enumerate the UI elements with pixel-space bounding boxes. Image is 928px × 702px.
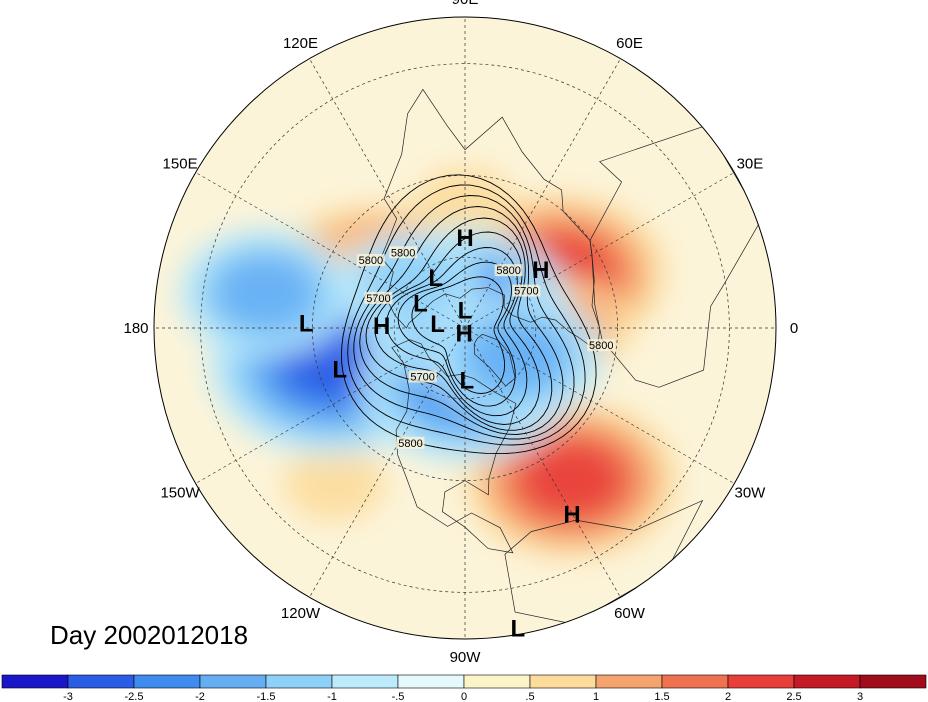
low-pressure-marker: L (430, 311, 445, 338)
colorbar-tick-label: -3 (63, 691, 73, 702)
graticule (154, 17, 776, 639)
longitude-label: 120E (283, 35, 318, 52)
map-boundary (153, 16, 777, 640)
colorbar-tick-label: -1.5 (257, 691, 276, 702)
longitude-label: 120W (281, 605, 321, 622)
contour-labels: 5800 5800 5700 5800 5700 5800 5700 5800 (356, 246, 616, 450)
colorbar-swatch (331, 674, 399, 689)
colorbar-tick-label: -2 (195, 691, 205, 702)
colorbar-tick-label: 2.5 (786, 691, 801, 702)
high-pressure-marker: H (456, 321, 473, 348)
anomaly-shading (177, 167, 677, 558)
meridian-line (464, 172, 735, 329)
colorbar: -3 -2.5 -2 -1.5 -1 -.5 0 .5 1 1.5 2 2.5 3 (1, 674, 927, 702)
contour-label: 5800 (391, 247, 415, 259)
longitude-label: 0 (790, 320, 798, 337)
contour-label: 5800 (359, 255, 383, 267)
contour-label-halo (587, 339, 616, 352)
coastline (589, 125, 762, 388)
longitude-label: 30E (737, 156, 764, 173)
longitude-label: 180 (123, 320, 148, 337)
meridian-line (195, 172, 466, 329)
meridian-line (195, 327, 466, 484)
high-pressure-marker: H (456, 225, 473, 252)
colorbar-tick-label: 1 (593, 691, 599, 702)
meridian-line (464, 327, 735, 484)
colorbar-tick-label: -1 (327, 691, 337, 702)
contour-label-halo (512, 284, 541, 297)
colorbar-tick-label: 1.5 (654, 691, 669, 702)
coastline (380, 88, 601, 353)
map-disc (154, 17, 776, 639)
longitude-label: 150W (160, 485, 200, 502)
colorbar-tick-label: .5 (525, 691, 534, 702)
low-pressure-marker: L (428, 265, 443, 292)
day-title: Day 2002012018 (50, 620, 249, 650)
contour-label: 5800 (398, 438, 422, 450)
coastline (473, 333, 516, 387)
longitude-labels: 90E 60E 30E 0 30W 60W 90W 120W 150W 180 150E 120E (123, 0, 798, 666)
colorbar-swatch (859, 674, 927, 689)
meridian-line (309, 327, 466, 598)
high-pressure-marker: H (532, 257, 549, 284)
longitude-label: 60E (616, 35, 643, 52)
contour-label-halo (494, 264, 523, 277)
contour-label-halo (389, 246, 418, 259)
colorbar-tick-label: -2.5 (125, 691, 144, 702)
meridian-line (464, 58, 621, 329)
low-pressure-marker: L (413, 290, 428, 317)
colorbar-swatch (661, 674, 729, 689)
colorbar-swatch (529, 674, 597, 689)
meridian-line (309, 58, 466, 329)
low-pressure-marker: L (299, 310, 314, 337)
latitude-circle (393, 256, 537, 400)
colorbar-swatch (595, 674, 663, 689)
longitude-label: 30W (735, 485, 767, 502)
colorbar-swatch (397, 674, 465, 689)
high-pressure-marker: H (373, 313, 390, 340)
contour-label: 5700 (410, 371, 434, 383)
low-pressure-marker: L (332, 357, 347, 384)
colorbar-tick-label: 0 (461, 691, 467, 702)
low-pressure-marker: L (459, 367, 474, 394)
contour-label-halo (408, 370, 437, 383)
anomaly-positive-region (520, 442, 622, 518)
longitude-label: 60W (614, 605, 646, 622)
anomaly-positive-region (284, 445, 386, 521)
high-pressure-marker: H (563, 501, 580, 528)
contour-label-halo (396, 436, 425, 449)
colorbar-swatch (265, 674, 333, 689)
colorbar-swatch (67, 674, 135, 689)
low-pressure-marker: L (458, 298, 473, 325)
meridian-line (464, 327, 621, 598)
colorbar-swatch (727, 674, 795, 689)
colorbar-swatch (199, 674, 267, 689)
longitude-label: 150E (163, 156, 198, 173)
colorbar-tick-label: -.5 (392, 691, 405, 702)
longitude-label: 90E (452, 0, 479, 8)
contour-label-halo (364, 291, 393, 304)
colorbar-swatch (793, 674, 861, 689)
contour-label: 5700 (514, 286, 538, 298)
anomaly-negative-region (465, 319, 567, 395)
coastlines (380, 88, 762, 625)
contour-label: 5800 (589, 340, 613, 352)
colorbar-swatch (463, 674, 531, 689)
anomaly-positive-region (414, 167, 516, 243)
anomaly-negative-region (214, 255, 316, 331)
contour-label-halo (356, 254, 385, 267)
colorbar-swatch (1, 674, 69, 689)
longitude-label: 90W (450, 649, 482, 666)
coastline (504, 499, 704, 625)
coastline (391, 339, 517, 554)
contour-label: 5800 (496, 265, 520, 277)
colorbar-swatch (133, 674, 201, 689)
colorbar-tick-label: 2 (725, 691, 731, 702)
contour-label: 5700 (366, 293, 390, 305)
low-pressure-marker: L (510, 615, 525, 642)
colorbar-tick-label: 3 (857, 691, 863, 702)
